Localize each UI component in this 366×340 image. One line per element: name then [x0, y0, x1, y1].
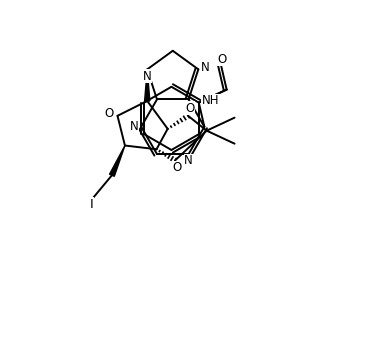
- Text: O: O: [172, 161, 182, 174]
- Polygon shape: [145, 69, 150, 101]
- Text: O: O: [105, 107, 114, 120]
- Polygon shape: [109, 146, 125, 176]
- Text: N: N: [130, 120, 139, 133]
- Text: N: N: [201, 61, 209, 74]
- Text: N: N: [143, 70, 152, 83]
- Text: I: I: [90, 198, 93, 211]
- Text: N: N: [184, 154, 193, 167]
- Text: NH: NH: [202, 94, 220, 107]
- Text: O: O: [185, 102, 195, 115]
- Text: O: O: [217, 53, 227, 66]
